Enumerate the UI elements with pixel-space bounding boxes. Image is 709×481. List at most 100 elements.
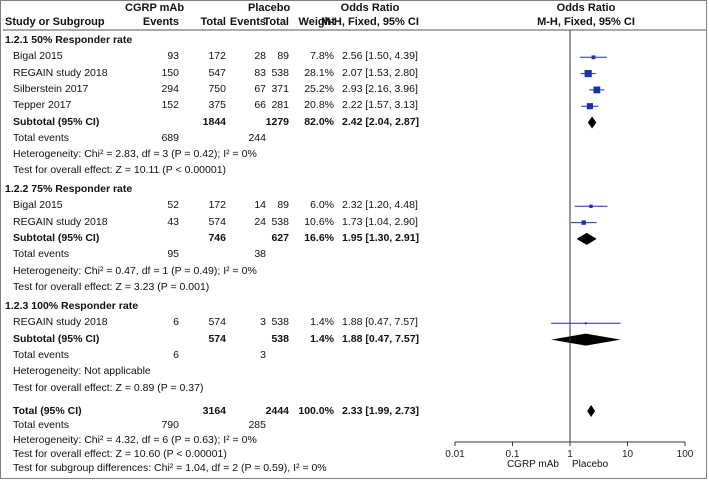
events1-cell: 93: [167, 50, 179, 63]
study-name: REGAIN study 2018: [13, 66, 108, 79]
favours-left-label: CGRP mAb: [506, 459, 559, 470]
subtotal-label: Subtotal (95% CI): [13, 115, 100, 128]
heterogeneity-text: Heterogeneity: Chi² = 2.83, df = 3 (P = …: [13, 148, 257, 161]
x-axis-tick-label: 1: [567, 449, 573, 460]
subtotal-diamond: [551, 333, 621, 346]
events2-cell: 24: [254, 215, 266, 228]
total-events-label: Total events: [13, 248, 70, 261]
subtotal-total2: 627: [271, 231, 289, 244]
total1-cell: 750: [208, 82, 226, 95]
weight-cell: 6.0%: [310, 199, 334, 212]
weight-cell: 28.1%: [304, 66, 334, 79]
events1-cell: 150: [161, 66, 179, 79]
subtotal-diamond: [587, 116, 597, 129]
total1-cell: 172: [208, 199, 226, 212]
total-events2: 3: [260, 348, 266, 361]
total2-cell: 538: [271, 316, 289, 329]
study-marker: [584, 70, 592, 78]
study-name: REGAIN study 2018: [13, 316, 108, 329]
total2-cell: 89: [277, 50, 289, 63]
events1-cell: 294: [161, 82, 179, 95]
total-events-label: Total events: [13, 419, 70, 432]
subtotal-odds-ratio: 1.95 [1.30, 2.91]: [342, 231, 420, 244]
study-marker: [591, 55, 596, 60]
or-method-header: M-H, Fixed, 95% CI: [321, 16, 419, 28]
study-marker: [586, 103, 593, 110]
odds-ratio-cell: 2.93 [2.16, 3.96]: [342, 82, 418, 95]
favours-right-label: Placebo: [572, 459, 609, 470]
total-total2: 2444: [265, 405, 289, 417]
overall-effect-text: Test for overall effect: Z = 10.11 (P < …: [13, 164, 227, 177]
weight-cell: 20.8%: [304, 99, 334, 112]
total1-cell: 574: [208, 215, 226, 228]
weight-cell: 10.6%: [304, 215, 334, 228]
total1-cell: 547: [208, 66, 226, 79]
events2-cell: 83: [254, 66, 266, 79]
total-events-label: Total events: [13, 348, 70, 361]
total-events1: 6: [173, 348, 179, 361]
weight-cell: 1.4%: [310, 316, 334, 329]
total2-cell: 538: [271, 66, 289, 79]
plot-title-header: Odds Ratio: [556, 2, 616, 14]
subgroup-title: 1.2.2 75% Responder rate: [5, 183, 133, 195]
subtotal-total1: 574: [208, 332, 226, 345]
odds-ratio-cell: 1.73 [1.04, 2.90]: [342, 215, 418, 228]
total-events1: 95: [167, 248, 179, 261]
heterogeneity-text: Heterogeneity: Not applicable: [13, 365, 151, 378]
study-marker: [584, 322, 587, 325]
heterogeneity-text: Heterogeneity: Chi² = 4.32, df = 6 (P = …: [13, 433, 257, 446]
subgroup-title: 1.2.3 100% Responder rate: [5, 300, 139, 312]
x-axis-tick-label: 0.1: [506, 449, 520, 460]
odds-ratio-cell: 2.07 [1.53, 2.80]: [342, 66, 418, 79]
events2-cell: 3: [260, 316, 266, 329]
study-name: REGAIN study 2018: [13, 215, 108, 228]
odds-ratio-cell: 1.88 [0.47, 7.57]: [342, 316, 418, 329]
events1-cell: 43: [167, 215, 179, 228]
total2-cell: 371: [271, 82, 289, 95]
study-column-header: Study or Subgroup: [5, 16, 105, 28]
events1-cell: 52: [167, 199, 179, 212]
total-label: Total (95% CI): [13, 405, 82, 417]
weight-cell: 25.2%: [304, 82, 334, 95]
subtotal-odds-ratio: 2.42 [2.04, 2.87]: [342, 115, 420, 128]
total-odds-ratio: 2.33 [1.99, 2.73]: [342, 405, 420, 417]
total-events1: 790: [161, 419, 179, 432]
subtotal-total1: 746: [208, 231, 226, 244]
group1-header: CGRP mAb: [125, 2, 185, 14]
odds-ratio-cell: 2.22 [1.57, 3.13]: [342, 99, 418, 112]
total1-cell: 172: [208, 50, 226, 63]
subtotal-total2: 1279: [265, 115, 289, 128]
group2-header: Placebo: [248, 2, 291, 14]
total-weight: 100.0%: [298, 405, 334, 417]
total-events2: 244: [248, 131, 266, 144]
total1-header: Total: [200, 16, 226, 28]
events2-header: Events: [229, 16, 266, 28]
subtotal-label: Subtotal (95% CI): [13, 332, 100, 345]
subtotal-odds-ratio: 1.88 [0.47, 7.57]: [342, 332, 420, 345]
subgroup-title: 1.2.1 50% Responder rate: [5, 34, 133, 46]
events2-cell: 66: [254, 99, 266, 112]
study-marker: [589, 204, 593, 208]
subtotal-label: Subtotal (95% CI): [13, 231, 100, 244]
total-events1: 689: [161, 131, 179, 144]
weight-header: Weight: [298, 16, 335, 28]
total2-cell: 281: [271, 99, 289, 112]
events2-cell: 14: [254, 199, 266, 212]
odds-ratio-cell: 2.56 [1.50, 4.39]: [342, 50, 418, 63]
subtotal-diamond: [576, 232, 597, 245]
events1-cell: 6: [173, 316, 179, 329]
x-axis-tick-label: 0.01: [445, 449, 465, 460]
odds-ratio-cell: 2.32 [1.20, 4.48]: [342, 199, 418, 212]
or-title-header: Odds Ratio: [340, 2, 400, 14]
study-name: Silberstein 2017: [13, 82, 89, 95]
total2-cell: 538: [271, 215, 289, 228]
subtotal-weight: 82.0%: [304, 115, 334, 128]
study-name: Tepper 2017: [13, 99, 72, 112]
overall-effect-text: Test for overall effect: Z = 10.60 (P < …: [13, 447, 227, 460]
events1-header: Events: [142, 16, 179, 28]
total-events2: 38: [254, 248, 266, 261]
total-events-label: Total events: [13, 131, 70, 144]
x-axis-tick-label: 100: [677, 449, 694, 460]
